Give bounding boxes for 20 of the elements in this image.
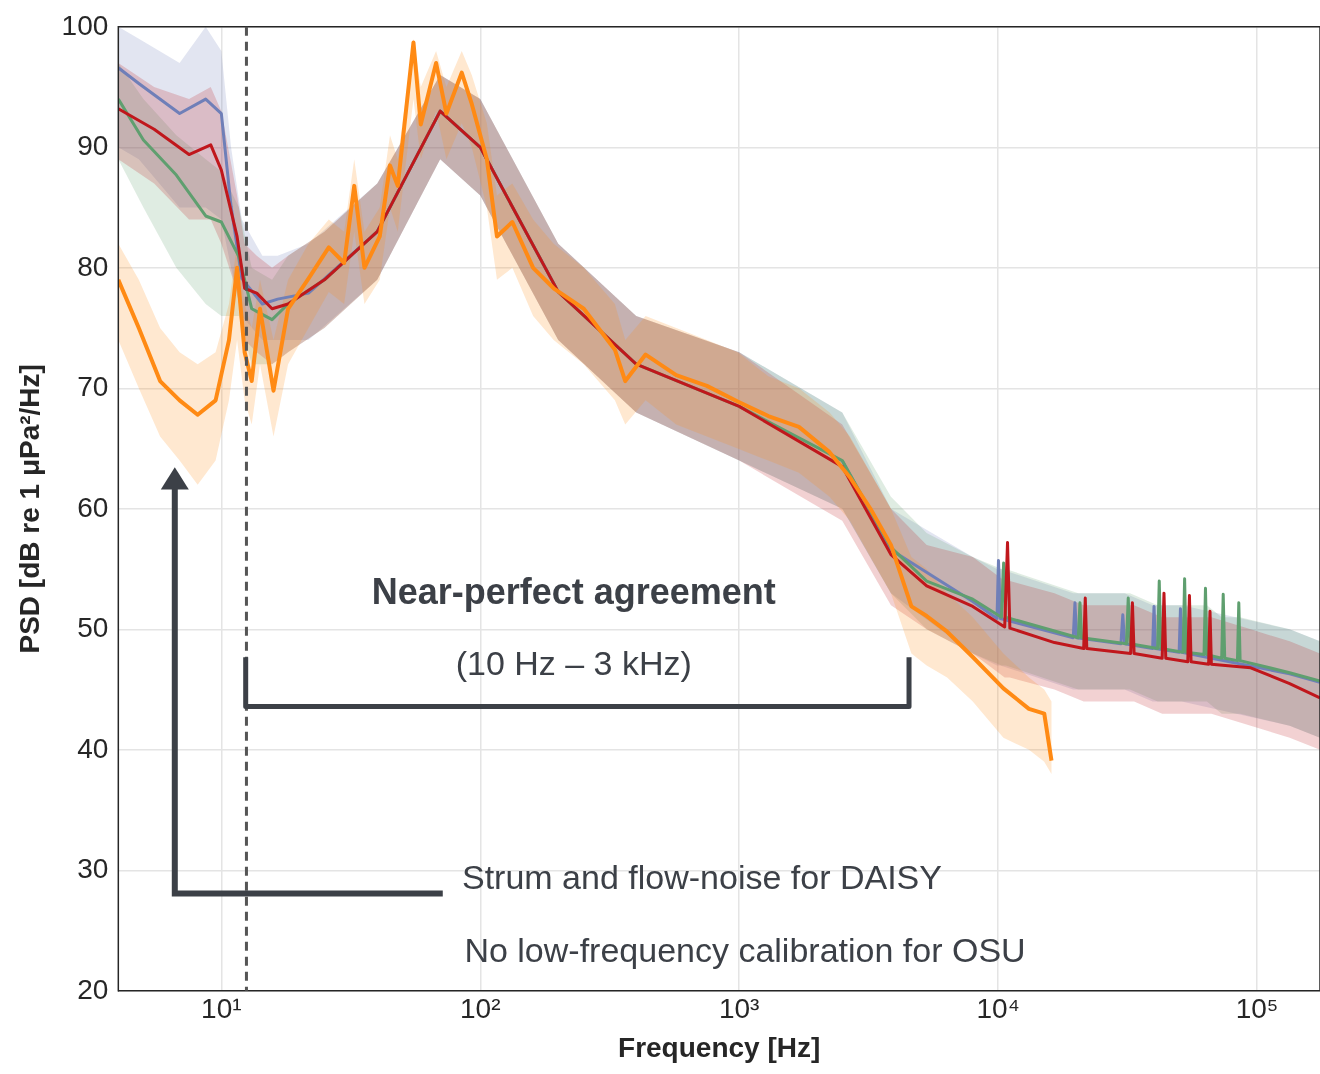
x-tick-label: 10⁵ <box>1235 993 1279 1025</box>
annotation: No low-frequency calibration for OSU <box>464 930 1026 969</box>
y-tick-label: 60 <box>77 491 109 523</box>
y-tick-label: 20 <box>77 973 109 1005</box>
y-tick-label: 30 <box>77 853 109 885</box>
y-axis-title: PSD [dB re 1 μPa²/Hz] <box>13 364 45 654</box>
x-tick-label: 10⁴ <box>976 993 1020 1025</box>
x-tick-label: 10¹ <box>201 993 242 1025</box>
annotation: Near-perfect agreement <box>371 570 776 612</box>
x-tick-label: 10² <box>460 993 501 1025</box>
annotation: Strum and flow-noise for DAISY <box>462 858 942 897</box>
annotation: (10 Hz – 3 kHz) <box>455 644 692 683</box>
x-tick-label: 10³ <box>718 993 760 1025</box>
x-axis-title: Frequency [Hz] <box>618 1031 821 1063</box>
y-tick-label: 50 <box>77 612 109 644</box>
y-tick-label: 70 <box>77 371 109 403</box>
y-tick-label: 100 <box>61 9 109 41</box>
y-tick-label: 90 <box>77 130 109 162</box>
y-tick-label: 80 <box>77 250 109 282</box>
y-tick-label: 40 <box>77 732 109 764</box>
